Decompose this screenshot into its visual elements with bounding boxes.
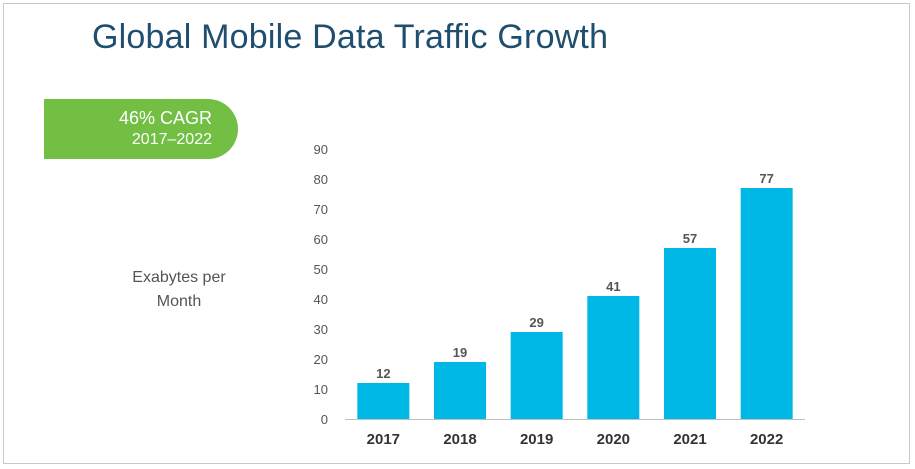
y-tick-label-80: 80	[314, 172, 328, 187]
bar-2017	[357, 383, 410, 419]
y-tick-label-70: 70	[314, 202, 328, 217]
x-tick-label-2017: 2017	[367, 431, 400, 448]
cagr-badge-rate: 46% CAGR	[118, 108, 212, 128]
x-tick-label-2019: 2019	[520, 431, 553, 448]
x-tick-label-2020: 2020	[597, 431, 630, 448]
y-tick-label-50: 50	[314, 262, 328, 277]
cagr-badge-period: 2017–2022	[131, 131, 212, 148]
x-tick-label-2018: 2018	[443, 431, 476, 448]
data-label-2019: 29	[529, 315, 543, 330]
page-title: Global Mobile Data Traffic Growth	[92, 18, 609, 56]
data-label-2022: 77	[759, 171, 773, 186]
bar-2021	[664, 248, 716, 419]
bar-2022	[740, 188, 793, 419]
data-label-2017: 12	[376, 366, 390, 381]
bar-2020	[587, 296, 640, 419]
x-tick-label-2022: 2022	[750, 431, 783, 448]
y-tick-label-0: 0	[321, 412, 328, 427]
y-tick-label-60: 60	[314, 232, 328, 247]
x-tick-label-2021: 2021	[673, 431, 706, 448]
y-axis-label: Exabytes per Month	[132, 269, 226, 310]
y-tick-label-40: 40	[314, 292, 328, 307]
y-tick-label-90: 90	[314, 142, 328, 157]
y-tick-label-20: 20	[314, 352, 328, 367]
data-label-2020: 41	[606, 279, 620, 294]
data-label-2018: 19	[453, 345, 467, 360]
cagr-badge: 46% CAGR 2017–2022	[44, 99, 238, 159]
data-label-2021: 57	[683, 231, 697, 246]
y-tick-label-10: 10	[314, 382, 328, 397]
y-tick-label-30: 30	[314, 322, 328, 337]
bar-2019	[510, 332, 563, 419]
bar-2018	[434, 362, 486, 419]
